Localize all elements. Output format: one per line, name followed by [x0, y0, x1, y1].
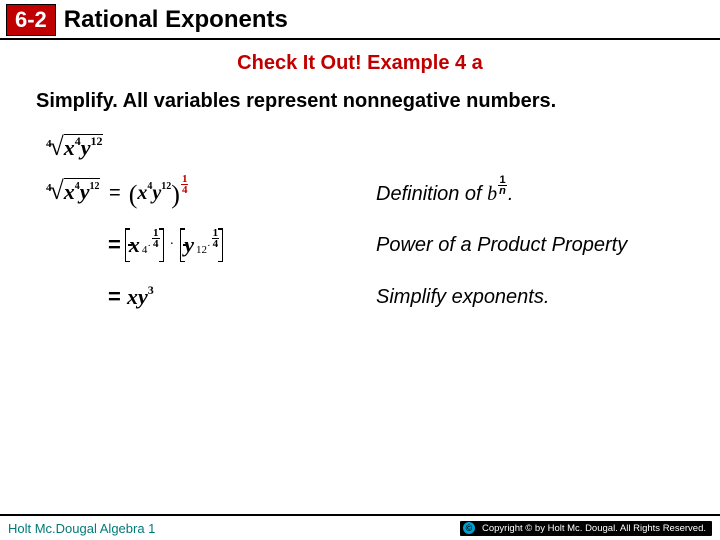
copyright-icon: © — [463, 522, 475, 534]
step-3-row: = xy3 Simplify exponents. — [46, 284, 684, 310]
bracket-x: x 4·14 — [125, 228, 164, 262]
lesson-number-badge: 6-2 — [6, 4, 56, 36]
bracket-y: y 12·14 — [180, 228, 223, 262]
step-1-math: 4√x4y12 = (x4y12)14 — [46, 174, 376, 206]
instruction-text: Simplify. All variables represent nonneg… — [0, 89, 720, 114]
step-3-math: = xy3 — [108, 284, 376, 310]
step-3-explanation: Simplify exponents. — [376, 286, 549, 309]
page-footer: Holt Mc.Dougal Algebra 1 © Copyright © b… — [0, 514, 720, 540]
step-1-explanation: Definition of b1n. — [376, 175, 513, 206]
original-expression: 4√x4y12 — [46, 132, 684, 162]
step-1-row: 4√x4y12 = (x4y12)14 Definition of b1n. — [46, 174, 684, 206]
copyright-bar: © Copyright © by Holt Mc. Dougal. All Ri… — [460, 521, 712, 536]
book-title: Holt Mc.Dougal Algebra 1 — [8, 521, 155, 536]
example-subtitle: Check It Out! Example 4 a — [0, 52, 720, 75]
lesson-title: Rational Exponents — [64, 6, 288, 34]
step-2-explanation: Power of a Product Property — [376, 234, 627, 257]
step-2-math: = x 4·14 · y 12·14 — [108, 228, 376, 262]
math-workspace: 4√x4y12 4√x4y12 = (x4y12)14 Definition o… — [0, 114, 720, 310]
lesson-header: 6-2 Rational Exponents — [0, 0, 720, 40]
step-2-row: = x 4·14 · y 12·14 Power of a Product Pr… — [46, 228, 684, 262]
